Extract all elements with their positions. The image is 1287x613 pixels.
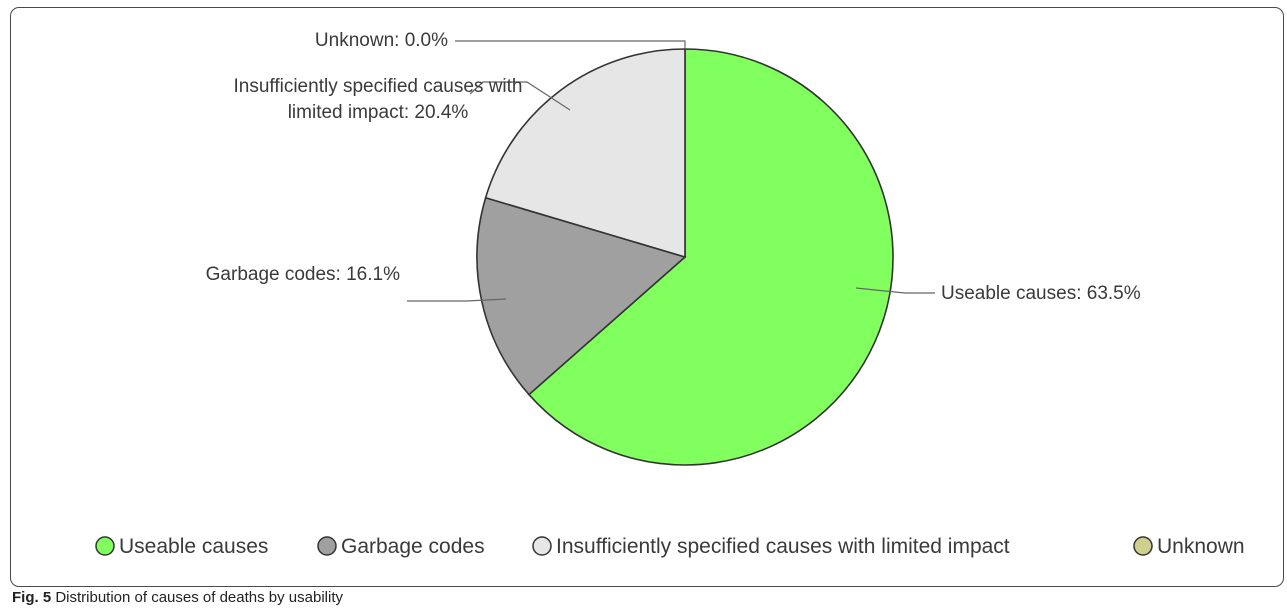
- legend-marker-useable-causes: [95, 536, 115, 556]
- slice-label-garbage-codes: Garbage codes: 16.1%: [206, 264, 400, 285]
- legend-label-insufficiently-specified-causes-with-limited-impact: Insufficiently specified causes with lim…: [556, 535, 1010, 558]
- pie-slice-garbage-codes: [476, 196, 687, 396]
- slice-label-insufficiently-specified-causes-with-limited-impact-line-2: limited impact: 20.4%: [288, 102, 469, 123]
- figure-caption: Fig. 5 Distribution of causes of deaths …: [12, 589, 343, 606]
- leader-line-useable-causes: [855, 287, 935, 294]
- legend-label-unknown: Unknown: [1157, 535, 1245, 558]
- legend-marker-garbage-codes: [317, 536, 337, 556]
- legend-label-garbage-codes: Garbage codes: [341, 535, 485, 558]
- legend: Useable causes Garbage codes Insufficientl…: [95, 535, 1245, 558]
- legend-label-useable-causes: Useable causes: [119, 535, 268, 558]
- figure-caption-text: Distribution of causes of deaths by usab…: [51, 589, 343, 606]
- leader-line-insufficiently-specified-causes-with-limited-impact: [469, 81, 571, 111]
- figure-label: Fig. 5: [12, 589, 52, 606]
- leader-lines: [407, 40, 935, 302]
- leader-line-unknown: [455, 40, 686, 49]
- legend-marker-unknown: [1133, 536, 1153, 556]
- pie-slice-insufficiently-specified-causes-with-limited-impact: [484, 48, 686, 259]
- slice-label-unknown: Unknown: 0.0%: [315, 30, 448, 51]
- pie-slice-useable-causes: [527, 48, 894, 466]
- slice-labels: Useable causes: 63.5% Garbage codes: 16.1…: [206, 30, 1141, 304]
- chart-frame: [10, 7, 1284, 587]
- leader-line-garbage-codes: [407, 298, 507, 302]
- slice-label-insufficiently-specified-causes-with-limited-impact-line-1: Insufficiently specified causes with: [233, 76, 522, 97]
- legend-marker-insufficiently-specified-causes-with-limited-impact: [532, 536, 552, 556]
- pie-slices: [476, 48, 894, 466]
- slice-label-useable-causes: Useable causes: 63.5%: [941, 283, 1141, 304]
